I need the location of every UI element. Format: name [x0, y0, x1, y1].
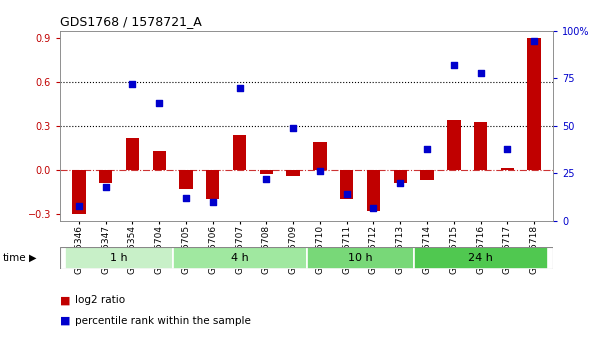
Point — [449, 62, 459, 68]
Bar — [126, 138, 139, 170]
Point — [423, 146, 432, 151]
Text: ■: ■ — [60, 316, 70, 326]
Bar — [307, 247, 413, 269]
Bar — [474, 121, 487, 170]
Bar — [447, 120, 460, 170]
Text: 4 h: 4 h — [231, 253, 248, 263]
Bar — [528, 38, 541, 170]
Bar — [99, 170, 112, 183]
Point — [127, 81, 137, 87]
Point — [181, 195, 191, 201]
Text: time: time — [3, 253, 26, 263]
Text: 10 h: 10 h — [348, 253, 373, 263]
Bar — [420, 170, 434, 180]
Point — [502, 146, 512, 151]
Bar — [206, 170, 219, 199]
Text: ▶: ▶ — [29, 253, 36, 263]
Point — [288, 125, 298, 131]
Bar — [413, 247, 548, 269]
Bar — [260, 170, 273, 174]
Text: 1 h: 1 h — [110, 253, 128, 263]
Point — [101, 184, 111, 189]
Point — [208, 199, 218, 205]
Point — [395, 180, 405, 186]
Bar — [287, 170, 300, 176]
Point — [235, 85, 245, 91]
Point — [261, 176, 271, 182]
Point — [315, 169, 325, 174]
Point — [74, 203, 84, 208]
Text: percentile rank within the sample: percentile rank within the sample — [75, 316, 251, 326]
Point — [476, 70, 486, 76]
Point — [154, 100, 164, 106]
Text: GDS1768 / 1578721_A: GDS1768 / 1578721_A — [60, 16, 202, 29]
Bar — [367, 170, 380, 210]
Bar — [66, 247, 172, 269]
Bar — [72, 170, 85, 214]
Bar — [172, 247, 307, 269]
Text: log2 ratio: log2 ratio — [75, 295, 125, 305]
Bar — [501, 168, 514, 170]
Point — [368, 205, 378, 210]
Bar — [233, 135, 246, 170]
Text: 24 h: 24 h — [468, 253, 493, 263]
Bar — [179, 170, 193, 189]
Bar — [394, 170, 407, 183]
Bar — [153, 151, 166, 170]
Bar — [313, 142, 326, 170]
Point — [342, 191, 352, 197]
Point — [529, 38, 539, 43]
Bar — [340, 170, 353, 199]
Text: ■: ■ — [60, 295, 70, 305]
